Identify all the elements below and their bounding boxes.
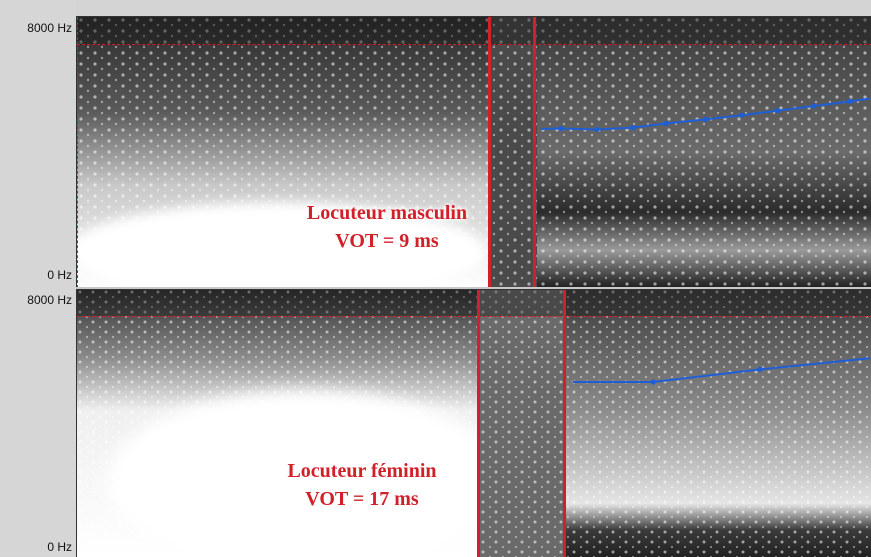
panel-divider [76, 287, 871, 289]
caption-male-vot: VOT = 9 ms [335, 230, 439, 252]
pitch-point [775, 108, 781, 114]
pitch-line [573, 357, 871, 383]
vot-end-marker-female[interactable] [563, 290, 566, 557]
pitch-contour-female [573, 357, 871, 385]
axis-strip-top: 8000 Hz 0 Hz [0, 0, 76, 288]
pitch-point [811, 103, 817, 109]
vot-start-marker-male[interactable] [488, 17, 491, 288]
left-boundary-dashed-line [77, 17, 78, 288]
caption-female: Locuteur féminin VOT = 17 ms [237, 457, 487, 513]
vot-end-marker-male[interactable] [533, 17, 536, 288]
caption-female-speaker: Locuteur féminin [287, 460, 437, 482]
pitch-point [558, 125, 564, 132]
pitch-point [630, 125, 636, 131]
pitch-point [650, 379, 656, 385]
top-freq-dashed-line [77, 44, 871, 45]
freq-max-label-top: 8000 Hz [27, 21, 72, 35]
pitch-point [663, 120, 669, 127]
pitch-point [739, 112, 745, 118]
caption-male: Locuteur masculin VOT = 9 ms [257, 199, 517, 255]
freq-min-label-bottom: 0 Hz [47, 540, 72, 554]
pitch-point [594, 126, 600, 133]
bottom-freq-dashed-line [77, 316, 871, 317]
pitch-point [702, 116, 709, 122]
spectrogram-panel-female[interactable]: Locuteur féminin VOT = 17 ms [76, 289, 871, 557]
vot-start-marker-female[interactable] [477, 290, 480, 557]
pitch-point [847, 98, 853, 104]
spectrogram-image-female [77, 290, 871, 557]
spectrogram-image-male [77, 17, 871, 288]
pitch-point [757, 366, 763, 372]
axis-strip-bottom: 8000 Hz 0 Hz [0, 288, 76, 556]
freq-max-label-bottom: 8000 Hz [27, 293, 72, 307]
pitch-contour-male [540, 97, 871, 133]
spectrogram-panel-male[interactable]: Locuteur masculin VOT = 9 ms [76, 16, 871, 289]
caption-male-speaker: Locuteur masculin [306, 202, 468, 224]
freq-min-label-top: 0 Hz [47, 268, 72, 282]
caption-female-vot: VOT = 17 ms [305, 488, 419, 510]
pitch-line [540, 97, 871, 131]
